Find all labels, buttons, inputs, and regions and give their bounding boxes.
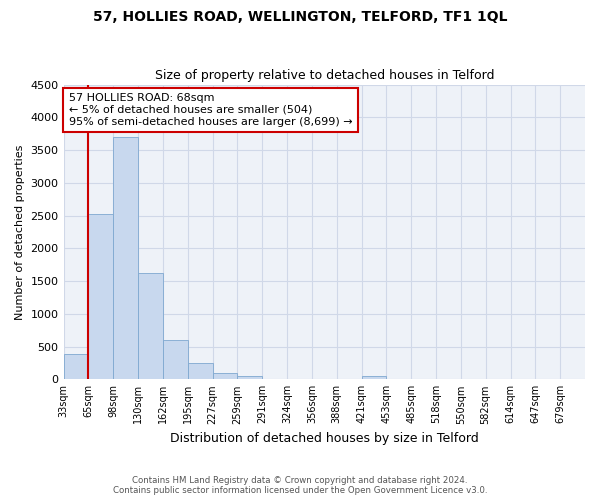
Bar — [238, 376, 262, 380]
Text: 57, HOLLIES ROAD, WELLINGTON, TELFORD, TF1 1QL: 57, HOLLIES ROAD, WELLINGTON, TELFORD, T… — [93, 10, 507, 24]
X-axis label: Distribution of detached houses by size in Telford: Distribution of detached houses by size … — [170, 432, 479, 445]
Text: Contains HM Land Registry data © Crown copyright and database right 2024.
Contai: Contains HM Land Registry data © Crown c… — [113, 476, 487, 495]
Y-axis label: Number of detached properties: Number of detached properties — [15, 144, 25, 320]
Bar — [64, 354, 88, 380]
Bar — [163, 340, 188, 380]
Bar — [88, 214, 113, 380]
Bar — [188, 364, 212, 380]
Bar — [138, 272, 163, 380]
Bar — [113, 137, 138, 380]
Title: Size of property relative to detached houses in Telford: Size of property relative to detached ho… — [155, 69, 494, 82]
Bar — [212, 373, 238, 380]
Text: 57 HOLLIES ROAD: 68sqm
← 5% of detached houses are smaller (504)
95% of semi-det: 57 HOLLIES ROAD: 68sqm ← 5% of detached … — [69, 94, 352, 126]
Bar — [362, 376, 386, 380]
